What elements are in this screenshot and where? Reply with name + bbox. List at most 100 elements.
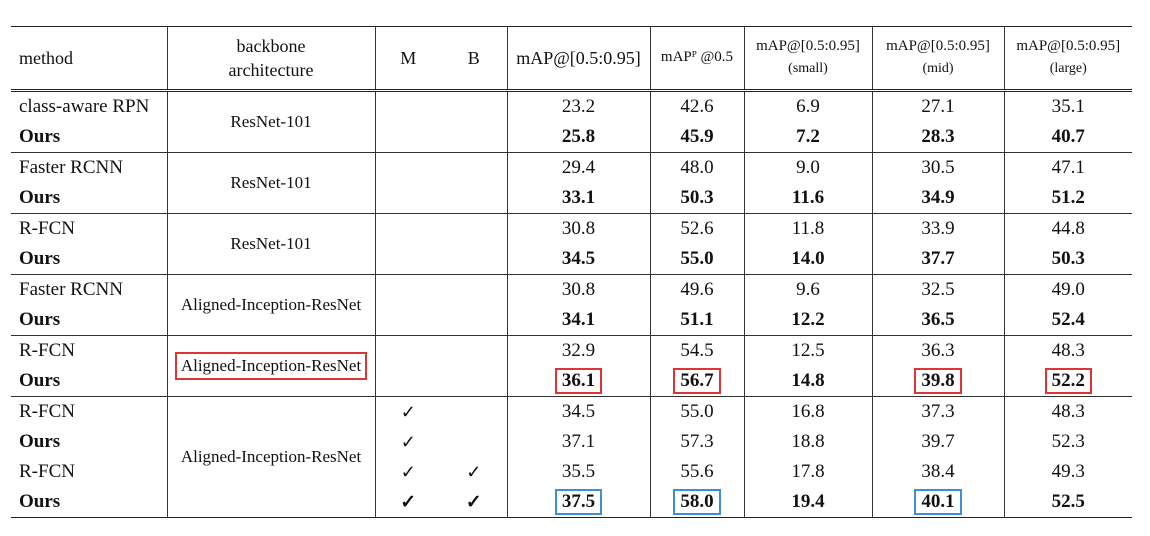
cell-backbone: Aligned-Inception-ResNet bbox=[166, 396, 375, 518]
cell-large: 48.3 bbox=[1003, 396, 1132, 427]
table-row: R-FCN Aligned-Inception-ResNet 32.9 54.5… bbox=[11, 335, 1132, 397]
cell-mid: 36.3 bbox=[871, 335, 1004, 366]
cell-map: 29.4 bbox=[506, 152, 650, 183]
header-map-large-line1: mAP@[0.5:0.95] bbox=[1016, 38, 1121, 55]
cell-method: Ours bbox=[19, 126, 61, 147]
cell-large: 50.3 bbox=[1003, 244, 1132, 275]
cell-m bbox=[374, 152, 441, 183]
cell-map: 34.5 bbox=[506, 244, 650, 275]
table-row: Ours ✓ ✓ 37.5 58.0 19.4 40.1 52.5 bbox=[11, 487, 1132, 518]
header-map-small: mAP@[0.5:0.95] (small) bbox=[743, 26, 872, 92]
cell-b bbox=[441, 396, 507, 427]
highlight-box-red: Aligned-Inception-ResNet bbox=[174, 352, 368, 380]
table-row: Faster RCNN ResNet-101 29.4 48.0 9.0 30.… bbox=[11, 152, 1132, 214]
header-map-mid: mAP@[0.5:0.95] (mid) bbox=[871, 26, 1004, 92]
cell-backbone: ResNet-101 bbox=[166, 152, 375, 214]
cell-map50: 49.6 bbox=[649, 274, 744, 305]
cell-mid: 37.3 bbox=[871, 396, 1004, 427]
cell-method: R-FCN bbox=[11, 335, 167, 366]
table-row: R-FCN ResNet-101 30.8 52.6 11.8 33.9 44.… bbox=[11, 213, 1132, 275]
cell-small: 14.8 bbox=[743, 366, 872, 397]
cell-m bbox=[374, 122, 441, 153]
cell-large: 44.8 bbox=[1003, 213, 1132, 244]
results-table: method backbone architecture M B mAP@[0.5… bbox=[11, 26, 1132, 518]
cell-map50: 58.0 bbox=[649, 487, 744, 518]
cell-small: 11.6 bbox=[743, 183, 872, 214]
header-method: method bbox=[11, 26, 167, 92]
cell-map50: 51.1 bbox=[649, 305, 744, 336]
cell-backbone: Aligned-Inception-ResNet bbox=[166, 274, 375, 336]
cell-mid: 33.9 bbox=[871, 213, 1004, 244]
cell-large: 49.3 bbox=[1003, 457, 1132, 487]
cell-map50: 48.0 bbox=[649, 152, 744, 183]
cell-small: 9.0 bbox=[743, 152, 872, 183]
cell-method: Faster RCNN bbox=[11, 274, 167, 305]
cell-m-check: ✓ bbox=[374, 457, 441, 487]
cell-small: 9.6 bbox=[743, 274, 872, 305]
cell-small: 12.5 bbox=[743, 335, 872, 366]
cell-b bbox=[441, 183, 507, 214]
cell-large: 52.5 bbox=[1003, 487, 1132, 518]
table-row: Ours ✓ 37.1 57.3 18.8 39.7 52.3 bbox=[11, 427, 1132, 457]
group-air-rfcn-mb: R-FCN Aligned-Inception-ResNet ✓ 34.5 55… bbox=[11, 396, 1132, 518]
cell-method: Ours bbox=[19, 309, 61, 330]
cell-b-check: ✓ bbox=[465, 491, 482, 513]
cell-b bbox=[441, 152, 507, 183]
cell-map: 37.5 bbox=[506, 487, 650, 518]
cell-method: R-FCN bbox=[11, 396, 167, 427]
cell-m bbox=[374, 90, 441, 122]
cell-small: 19.4 bbox=[743, 487, 872, 518]
cell-mid: 39.7 bbox=[871, 427, 1004, 457]
cell-mid: 30.5 bbox=[871, 152, 1004, 183]
cell-map50: 50.3 bbox=[649, 183, 744, 214]
cell-backbone-highlighted: Aligned-Inception-ResNet bbox=[166, 335, 375, 397]
cell-b bbox=[441, 213, 507, 244]
cell-m bbox=[374, 305, 441, 336]
cell-m bbox=[374, 213, 441, 244]
cell-small: 7.2 bbox=[743, 122, 872, 153]
header-backbone-line1: backbone bbox=[236, 35, 306, 56]
cell-map50: 55.6 bbox=[649, 457, 744, 487]
header-map-small-line1: mAP@[0.5:0.95] bbox=[756, 38, 860, 55]
cell-small: 6.9 bbox=[743, 90, 872, 122]
cell-method: Ours bbox=[19, 431, 61, 452]
cell-large: 48.3 bbox=[1003, 335, 1132, 366]
cell-mid: 32.5 bbox=[871, 274, 1004, 305]
cell-map: 35.5 bbox=[506, 457, 650, 487]
cell-map: 34.1 bbox=[506, 305, 650, 336]
cell-method: Faster RCNN bbox=[11, 152, 167, 183]
highlight-box-blue: 58.0 bbox=[673, 489, 721, 515]
header-row: method backbone architecture M B mAP@[0.5… bbox=[11, 26, 1132, 92]
table-row: Ours 34.5 55.0 14.0 37.7 50.3 bbox=[11, 244, 1132, 275]
group-air-rfcn: R-FCN Aligned-Inception-ResNet 32.9 54.5… bbox=[11, 335, 1132, 397]
header-map50: mAPᴾ @0.5 bbox=[649, 26, 744, 92]
header-backbone-line2: architecture bbox=[228, 60, 314, 80]
group-air-faster-rcnn: Faster RCNN Aligned-Inception-ResNet 30.… bbox=[11, 274, 1132, 336]
cell-method: Ours bbox=[19, 491, 61, 512]
cell-m bbox=[374, 366, 441, 397]
cell-method: R-FCN bbox=[19, 461, 75, 482]
cell-method: Ours bbox=[19, 187, 61, 208]
cell-b bbox=[441, 91, 507, 123]
table-row: R-FCN Aligned-Inception-ResNet ✓ 34.5 55… bbox=[11, 396, 1132, 518]
header-map-mid-line2: (mid) bbox=[922, 61, 954, 76]
cell-m bbox=[374, 244, 441, 275]
table-row: class-aware RPN ResNet-101 23.2 42.6 6.9… bbox=[11, 90, 1132, 153]
cell-small: 11.8 bbox=[743, 213, 872, 244]
cell-m bbox=[374, 274, 441, 305]
cell-b bbox=[441, 427, 507, 457]
cell-backbone: ResNet-101 bbox=[166, 90, 375, 153]
cell-b bbox=[441, 122, 507, 153]
cell-map50: 54.5 bbox=[649, 335, 744, 366]
cell-m-check: ✓ bbox=[374, 396, 441, 427]
cell-large: 52.3 bbox=[1003, 427, 1132, 457]
cell-b-check: ✓ bbox=[466, 461, 482, 482]
table-row: Ours 25.8 45.9 7.2 28.3 40.7 bbox=[11, 122, 1132, 153]
cell-map50: 56.7 bbox=[649, 366, 744, 397]
group-resnet101-rfcn: R-FCN ResNet-101 30.8 52.6 11.8 33.9 44.… bbox=[11, 213, 1132, 275]
header-b: B bbox=[441, 26, 507, 92]
cell-b bbox=[441, 244, 507, 275]
cell-m-check: ✓ bbox=[374, 487, 441, 518]
cell-m bbox=[374, 335, 441, 366]
cell-large: 35.1 bbox=[1003, 90, 1132, 122]
